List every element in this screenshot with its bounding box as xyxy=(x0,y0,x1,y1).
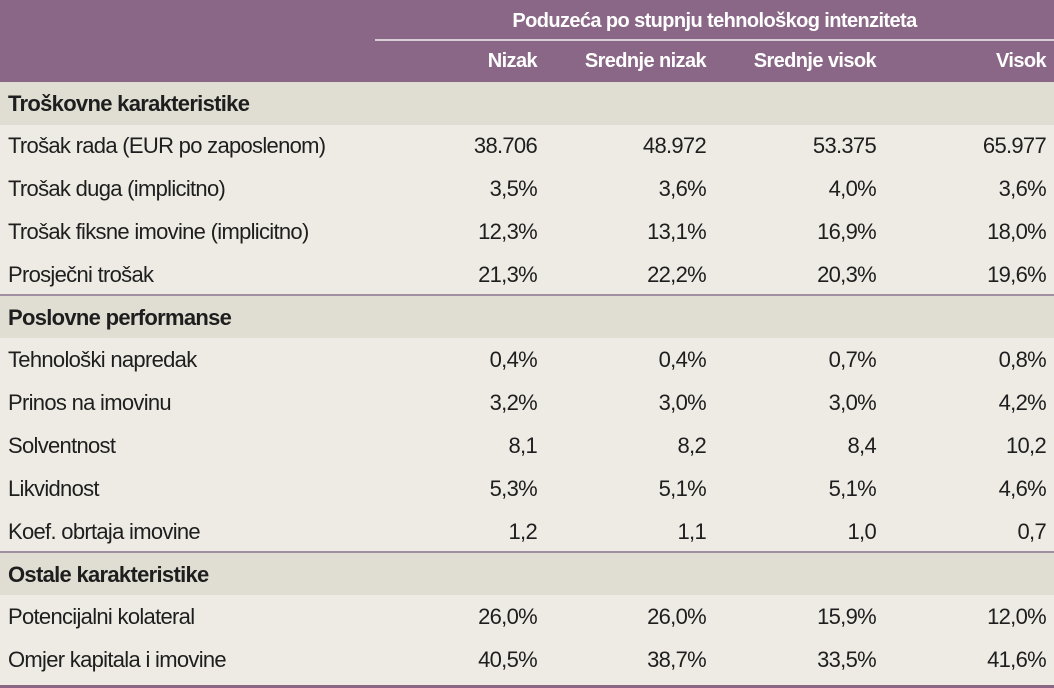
table-row: Solventnost 8,1 8,2 8,4 10,2 xyxy=(0,424,1054,467)
section-title: Ostale karakteristike xyxy=(8,562,209,587)
cell-value: 33,5% xyxy=(817,647,877,672)
table-row: Prosječni trošak 21,3% 22,2% 20,3% 19,6% xyxy=(0,253,1054,296)
cell-value: 8,4 xyxy=(847,433,877,458)
cell-value: 12,0% xyxy=(987,604,1047,629)
cell-value: 26,0% xyxy=(478,604,538,629)
cell-value: 13,1% xyxy=(647,219,707,244)
cell-value: 48.972 xyxy=(642,133,707,158)
cell-value: 1,0 xyxy=(847,519,877,544)
table-row: Prinos na imovinu 3,2% 3,0% 3,0% 4,2% xyxy=(0,381,1054,424)
cell-value: 3,6% xyxy=(658,176,707,201)
group-divider xyxy=(375,39,1054,41)
cell-value: 5,1% xyxy=(658,476,707,501)
row-label: Omjer kapitala i imovine xyxy=(8,647,227,672)
cell-value: 19,6% xyxy=(987,262,1047,287)
row-label: Trošak fiksne imovine (implicitno) xyxy=(8,219,309,244)
cell-value: 0,8% xyxy=(998,347,1047,372)
cell-value: 12,3% xyxy=(478,219,538,244)
section-title: Troškovne karakteristike xyxy=(8,91,250,116)
cell-value: 22,2% xyxy=(647,262,707,287)
section-header: Troškovne karakteristike xyxy=(0,82,1054,125)
cell-value: 15,9% xyxy=(817,604,877,629)
row-label: Trošak rada (EUR po zaposlenom) xyxy=(8,133,326,158)
table-row: Potencijalni kolateral 26,0% 26,0% 15,9% 12,… xyxy=(0,595,1054,638)
cell-value: 1,2 xyxy=(508,519,538,544)
row-label: Likvidnost xyxy=(8,476,100,501)
row-label: Prinos na imovinu xyxy=(8,390,172,415)
cell-value: 10,2 xyxy=(1005,433,1047,458)
cell-value: 0,7% xyxy=(828,347,877,372)
cell-value: 4,2% xyxy=(998,390,1047,415)
cell-value: 20,3% xyxy=(817,262,877,287)
table-row: Tehnološki napredak 0,4% 0,4% 0,7% 0,8% xyxy=(0,338,1054,381)
cell-value: 65.977 xyxy=(982,133,1047,158)
table-row: Likvidnost 5,3% 5,1% 5,1% 4,6% xyxy=(0,467,1054,510)
cell-value: 38,7% xyxy=(647,647,707,672)
column-header-nizak: Nizak xyxy=(487,50,538,72)
table-row: Trošak duga (implicitno) 3,5% 3,6% 4,0% 3,6% xyxy=(0,167,1054,210)
row-label: Koef. obrtaja imovine xyxy=(8,519,201,544)
cell-value: 4,6% xyxy=(998,476,1047,501)
cell-value: 3,0% xyxy=(658,390,707,415)
cell-value: 3,2% xyxy=(489,390,538,415)
cell-value: 18,0% xyxy=(987,219,1047,244)
cell-value: 53.375 xyxy=(812,133,877,158)
table-row: Trošak fiksne imovine (implicitno) 12,3% 1… xyxy=(0,210,1054,253)
cell-value: 21,3% xyxy=(478,262,538,287)
cell-value: 41,6% xyxy=(987,647,1047,672)
cell-value: 3,0% xyxy=(828,390,877,415)
section-header: Ostale karakteristike xyxy=(0,551,1054,595)
cell-value: 26,0% xyxy=(647,604,707,629)
cell-value: 4,0% xyxy=(828,176,877,201)
section-header: Poslovne performanse xyxy=(0,294,1054,338)
cell-value: 3,5% xyxy=(489,176,538,201)
row-label: Trošak duga (implicitno) xyxy=(8,176,226,201)
column-header-srednje-nizak: Srednje nizak xyxy=(584,50,707,72)
row-label: Solventnost xyxy=(8,433,116,458)
table-header: Poduzeća po stupnju tehnološkog intenzit… xyxy=(0,0,1054,82)
cell-value: 5,1% xyxy=(828,476,877,501)
cell-value: 40,5% xyxy=(478,647,538,672)
column-group-title: Poduzeća po stupnju tehnološkog intenzit… xyxy=(512,10,917,32)
section-title: Poslovne performanse xyxy=(8,305,232,330)
row-label: Prosječni trošak xyxy=(8,262,154,287)
column-header-visok: Visok xyxy=(996,50,1047,72)
cell-value: 0,4% xyxy=(489,347,538,372)
table-row: Omjer kapitala i imovine 40,5% 38,7% 33,5% 4… xyxy=(0,638,1054,681)
cell-value: 16,9% xyxy=(817,219,877,244)
row-label: Potencijalni kolateral xyxy=(8,604,195,629)
bottom-rule xyxy=(0,685,1054,688)
cell-value: 38.706 xyxy=(473,133,538,158)
table-row: Koef. obrtaja imovine 1,2 1,1 1,0 0,7 xyxy=(0,510,1054,553)
column-header-srednje-visok: Srednje visok xyxy=(753,50,877,72)
cell-value: 8,1 xyxy=(508,433,538,458)
cell-value: 0,4% xyxy=(658,347,707,372)
cell-value: 5,3% xyxy=(489,476,538,501)
cell-value: 8,2 xyxy=(677,433,707,458)
cell-value: 3,6% xyxy=(998,176,1047,201)
row-label: Tehnološki napredak xyxy=(8,347,197,372)
cell-value: 1,1 xyxy=(677,519,707,544)
table-row: Trošak rada (EUR po zaposlenom) 38.706 48.… xyxy=(0,124,1054,167)
cell-value: 0,7 xyxy=(1017,519,1047,544)
